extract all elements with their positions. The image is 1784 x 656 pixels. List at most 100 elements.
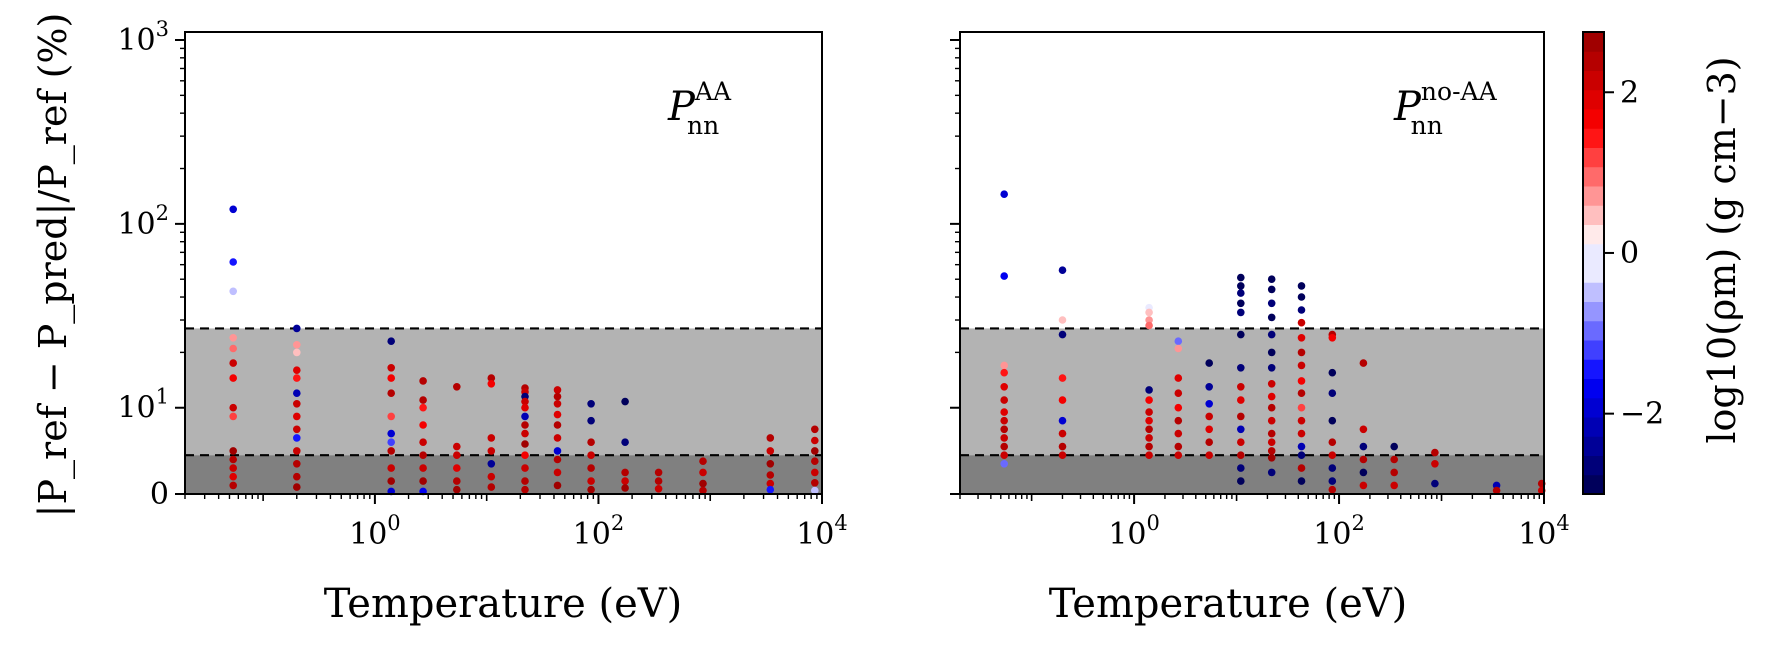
left-point-56	[487, 434, 496, 442]
left-point-78	[553, 421, 562, 429]
right-point-12	[1000, 460, 1008, 468]
left-panel: 0 101 102 103 100 102 104 PAA nn Temperature (…	[31, 13, 848, 627]
colorbar-swatch	[1583, 166, 1604, 187]
left-point-29	[387, 364, 396, 372]
left-point-80	[553, 447, 562, 455]
left-point-48	[453, 383, 461, 391]
colorbar-frame	[1582, 31, 1605, 495]
right-point-46	[1205, 412, 1213, 421]
left-point-14	[293, 324, 301, 333]
left-point-40	[419, 396, 427, 404]
left-point-28	[387, 337, 396, 346]
colorbar-swatch	[1583, 340, 1604, 360]
left-point-112	[811, 457, 819, 466]
right-point-89	[1297, 389, 1306, 398]
right-point-36	[1174, 374, 1183, 382]
right-point-11	[1000, 451, 1008, 460]
left-point-39	[419, 377, 427, 385]
right-point-29	[1145, 416, 1153, 425]
left-point-109	[811, 425, 819, 434]
left-point-20	[293, 400, 301, 408]
right-scatter-points	[1000, 190, 1546, 495]
right-dark-band	[960, 455, 1544, 494]
right-point-9	[1000, 434, 1008, 442]
right-point-109	[1359, 442, 1368, 451]
right-point-8	[1000, 425, 1008, 434]
x-tick-label: 100	[349, 511, 401, 552]
right-point-79	[1267, 454, 1276, 462]
right-panel-label: Pno-AA nn	[1393, 77, 1498, 140]
left-point-37	[387, 477, 396, 485]
right-point-93	[1297, 442, 1306, 451]
right-point-16	[1058, 374, 1067, 382]
left-point-34	[387, 438, 396, 447]
colorbar-swatch	[1583, 70, 1604, 91]
right-point-23	[1145, 308, 1153, 317]
left-point-71	[521, 464, 529, 472]
left-point-99	[699, 457, 707, 466]
right-point-105	[1328, 477, 1337, 485]
left-point-77	[553, 410, 562, 419]
colorbar-swatch	[1583, 128, 1604, 148]
right-point-82	[1297, 293, 1306, 301]
left-point-2	[229, 287, 237, 296]
right-point-96	[1297, 477, 1306, 485]
left-y-ticks: 0 101 102 103	[117, 17, 185, 512]
colorbar-swatch	[1583, 282, 1604, 302]
left-point-113	[811, 468, 819, 477]
right-point-0	[1000, 190, 1008, 198]
left-point-42	[419, 421, 427, 429]
right-point-1	[1000, 272, 1008, 280]
right-point-64	[1237, 477, 1245, 485]
right-point-51	[1237, 282, 1245, 290]
right-point-35	[1174, 344, 1183, 353]
right-point-27	[1145, 396, 1153, 404]
left-point-87	[587, 451, 595, 460]
left-point-27	[293, 483, 301, 491]
colorbar-swatch	[1583, 186, 1604, 206]
right-point-17	[1058, 396, 1067, 404]
right-point-48	[1205, 438, 1213, 447]
left-point-68	[521, 429, 529, 438]
right-point-70	[1267, 348, 1276, 357]
right-point-88	[1297, 377, 1306, 385]
left-point-110	[811, 436, 819, 445]
left-point-102	[699, 486, 707, 495]
left-point-104	[766, 447, 775, 455]
left-point-82	[553, 468, 562, 477]
right-point-91	[1297, 416, 1306, 425]
right-point-77	[1267, 438, 1276, 447]
left-point-73	[521, 485, 529, 494]
left-point-52	[453, 477, 461, 485]
left-axes-frame	[184, 31, 823, 495]
left-dark-band	[185, 455, 822, 494]
right-point-113	[1390, 442, 1398, 451]
right-point-10	[1000, 442, 1008, 451]
right-point-107	[1359, 359, 1368, 367]
left-point-84	[587, 400, 595, 408]
colorbar-swatch	[1583, 243, 1604, 264]
right-point-19	[1058, 429, 1067, 438]
left-point-108	[766, 485, 775, 494]
right-point-42	[1174, 451, 1183, 460]
left-point-94	[621, 477, 629, 485]
right-point-56	[1237, 364, 1245, 372]
right-point-108	[1359, 425, 1368, 434]
left-point-70	[521, 451, 529, 460]
right-point-68	[1267, 313, 1276, 322]
right-point-31	[1145, 434, 1153, 442]
left-point-115	[811, 486, 819, 495]
left-point-95	[621, 484, 629, 492]
right-point-39	[1174, 416, 1183, 425]
right-point-84	[1297, 318, 1306, 327]
right-point-30	[1145, 425, 1153, 434]
right-point-94	[1297, 451, 1306, 460]
colorbar-tick-label: 0	[1620, 236, 1639, 271]
x-tick-label: 104	[796, 511, 848, 552]
right-point-18	[1058, 416, 1067, 425]
y-tick-label: 103	[117, 17, 169, 58]
colorbar-label: log10(ρm) (g cm−3)	[1700, 56, 1744, 443]
right-point-76	[1267, 429, 1276, 438]
left-point-15	[293, 341, 301, 349]
colorbar-swatch	[1583, 397, 1604, 418]
